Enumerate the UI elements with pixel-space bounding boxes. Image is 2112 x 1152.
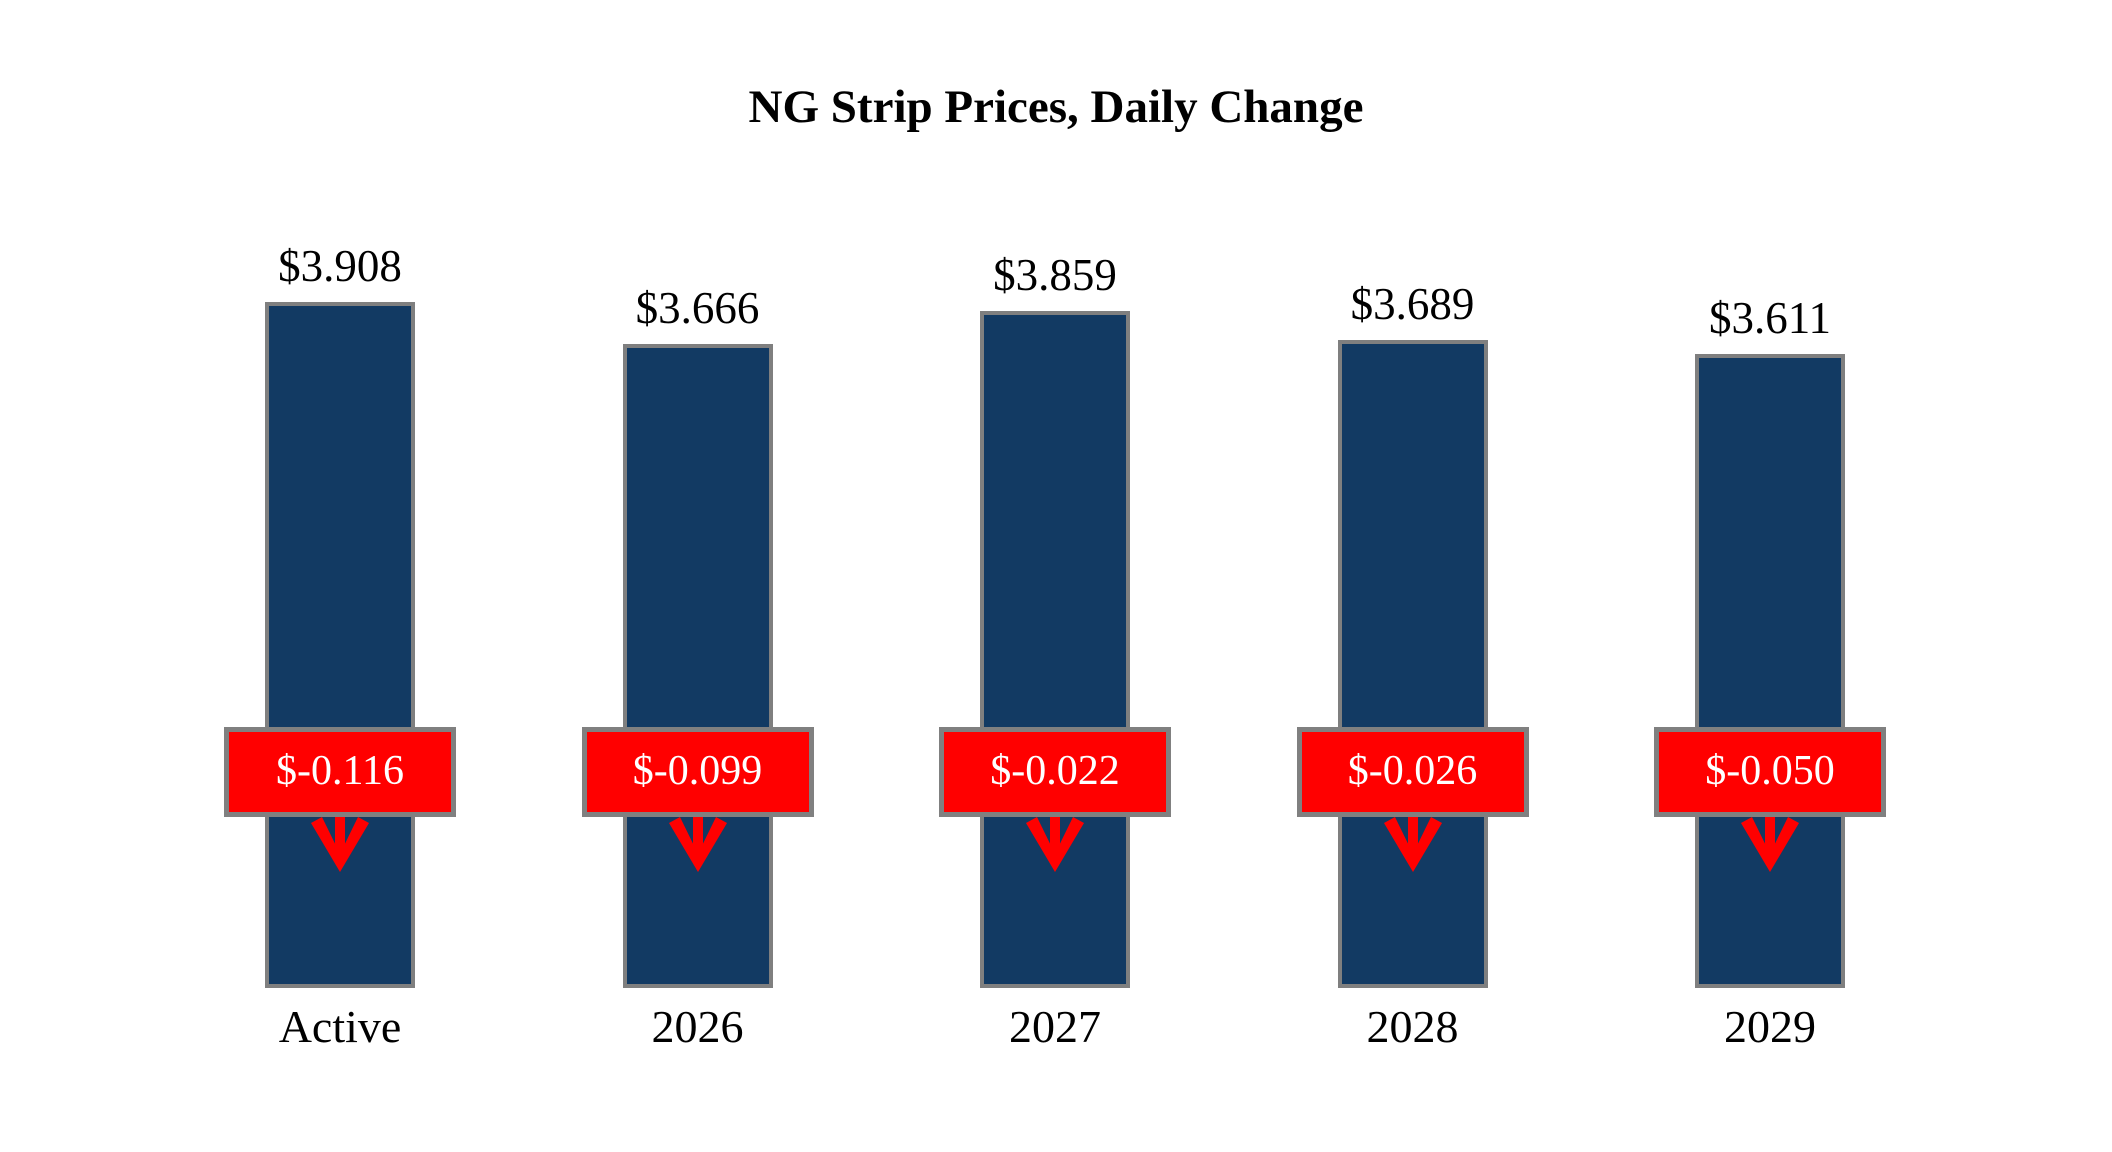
- category-label: 2029: [1724, 1001, 1816, 1052]
- chart-title: NG Strip Prices, Daily Change: [748, 81, 1364, 133]
- category-label: Active: [278, 1001, 402, 1052]
- down-arrow-icon: [668, 816, 727, 872]
- daily-change-label: $-0.116: [276, 748, 404, 794]
- down-arrow-icon: [1026, 816, 1084, 872]
- daily-change-box: $-0.116: [224, 727, 456, 817]
- price-bar: [265, 302, 415, 988]
- daily-change-box: $-0.050: [1654, 727, 1886, 817]
- price-bar: [980, 311, 1130, 988]
- daily-change-label: $-0.099: [632, 748, 763, 794]
- chart-column: $3.689 $-0.026 2028: [1234, 0, 1592, 1152]
- category-label: 2026: [651, 1001, 744, 1052]
- daily-change-box: $-0.099: [581, 727, 814, 817]
- price-bar: [1337, 340, 1488, 988]
- category-label: 2028: [1366, 1001, 1459, 1052]
- daily-change-box: $-0.026: [1296, 727, 1529, 817]
- daily-change-label: $-0.050: [1705, 748, 1835, 794]
- chart-column: $3.611 $-0.050 2029: [1591, 0, 1949, 1152]
- category-label: 2027: [1009, 1001, 1101, 1052]
- chart-column: $3.666 $-0.099 2026: [519, 0, 877, 1152]
- bar-value-label: $3.689: [1350, 279, 1475, 329]
- down-arrow-icon: [1383, 816, 1442, 872]
- chart-column: $3.859 $-0.022 2027: [876, 0, 1234, 1152]
- chart-column: $3.908 $-0.116 Active: [161, 0, 519, 1152]
- price-bar: [622, 344, 773, 988]
- daily-change-label: $-0.022: [990, 748, 1120, 794]
- bar-value-label: $3.908: [278, 241, 402, 291]
- bar-value-label: $3.666: [635, 283, 760, 333]
- down-arrow-icon: [311, 816, 369, 872]
- daily-change-box: $-0.022: [939, 727, 1171, 817]
- down-arrow-icon: [1741, 816, 1799, 872]
- bar-value-label: $3.859: [993, 250, 1117, 300]
- daily-change-label: $-0.026: [1347, 748, 1478, 794]
- price-bar: [1695, 354, 1845, 988]
- bar-value-label: $3.611: [1708, 293, 1832, 343]
